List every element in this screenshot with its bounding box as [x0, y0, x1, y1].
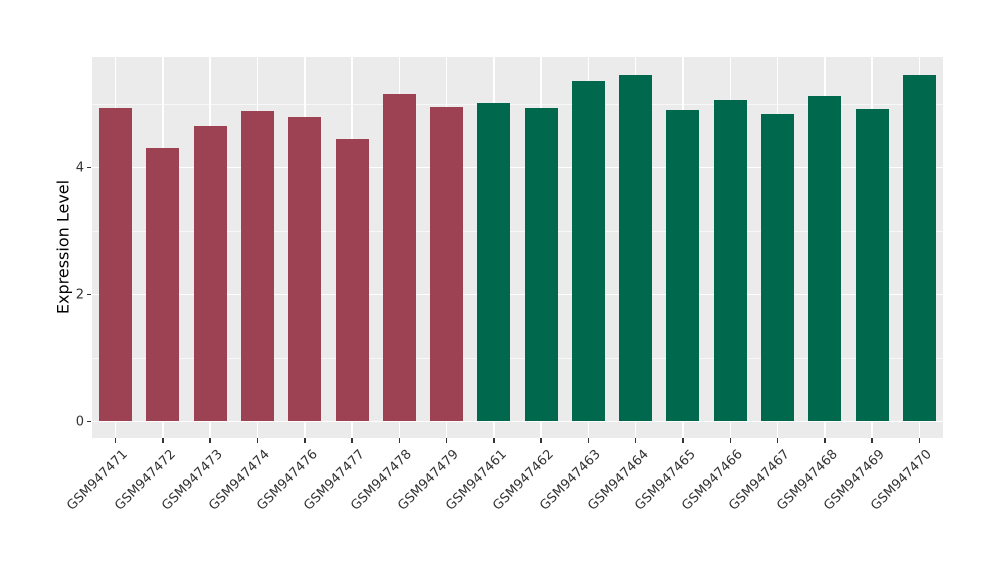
x-tick-mark	[493, 438, 495, 443]
bar-GSM947474	[240, 110, 274, 422]
bar-GSM947479	[430, 106, 464, 422]
h-gridline-major	[92, 166, 943, 169]
x-tick-mark	[729, 438, 731, 443]
x-tick-mark	[540, 438, 542, 443]
x-tick-mark	[114, 438, 117, 443]
y-tick-label: 0	[75, 414, 84, 429]
h-gridline-minor	[92, 358, 943, 359]
bar-GSM947470	[902, 74, 936, 422]
bar-GSM947461	[477, 102, 511, 422]
bar-GSM947465	[666, 109, 700, 422]
x-tick-mark	[871, 438, 873, 443]
bar-GSM947473	[193, 126, 227, 422]
bar-GSM947477	[335, 138, 369, 422]
bar-GSM947467	[761, 114, 795, 422]
x-tick-mark	[256, 438, 259, 443]
x-tick-mark	[682, 438, 684, 443]
x-tick-mark	[398, 438, 401, 443]
bar-GSM947462	[524, 108, 558, 422]
x-tick-mark	[776, 438, 779, 443]
y-tick-mark	[87, 293, 91, 296]
h-gridline-major	[92, 293, 943, 296]
bar-GSM947469	[855, 109, 889, 422]
x-tick-mark	[824, 438, 826, 443]
bar-GSM947463	[571, 81, 605, 422]
x-tick-mark	[587, 438, 590, 443]
y-tick-label: 4	[75, 160, 84, 175]
y-tick-mark	[87, 166, 91, 169]
x-tick-mark	[209, 438, 211, 443]
y-tick-mark	[87, 420, 91, 423]
x-tick-mark	[304, 438, 306, 443]
x-tick-mark	[918, 438, 921, 443]
x-tick-mark	[351, 438, 353, 443]
h-gridline-major	[92, 420, 943, 423]
x-tick-mark	[634, 438, 637, 443]
x-tick-mark	[162, 438, 164, 443]
bar-GSM947476	[288, 116, 322, 422]
bar-GSM947466	[713, 100, 747, 422]
h-gridline-minor	[92, 231, 943, 232]
bar-GSM947472	[146, 148, 180, 422]
bar-GSM947471	[99, 108, 133, 422]
bar-GSM947464	[619, 75, 653, 422]
bar-GSM947468	[808, 95, 842, 422]
h-gridline-minor	[92, 104, 943, 105]
x-tick-mark	[445, 438, 448, 443]
plot-panel	[92, 57, 943, 438]
y-tick-label: 2	[75, 287, 84, 302]
bar-GSM947478	[382, 93, 416, 422]
